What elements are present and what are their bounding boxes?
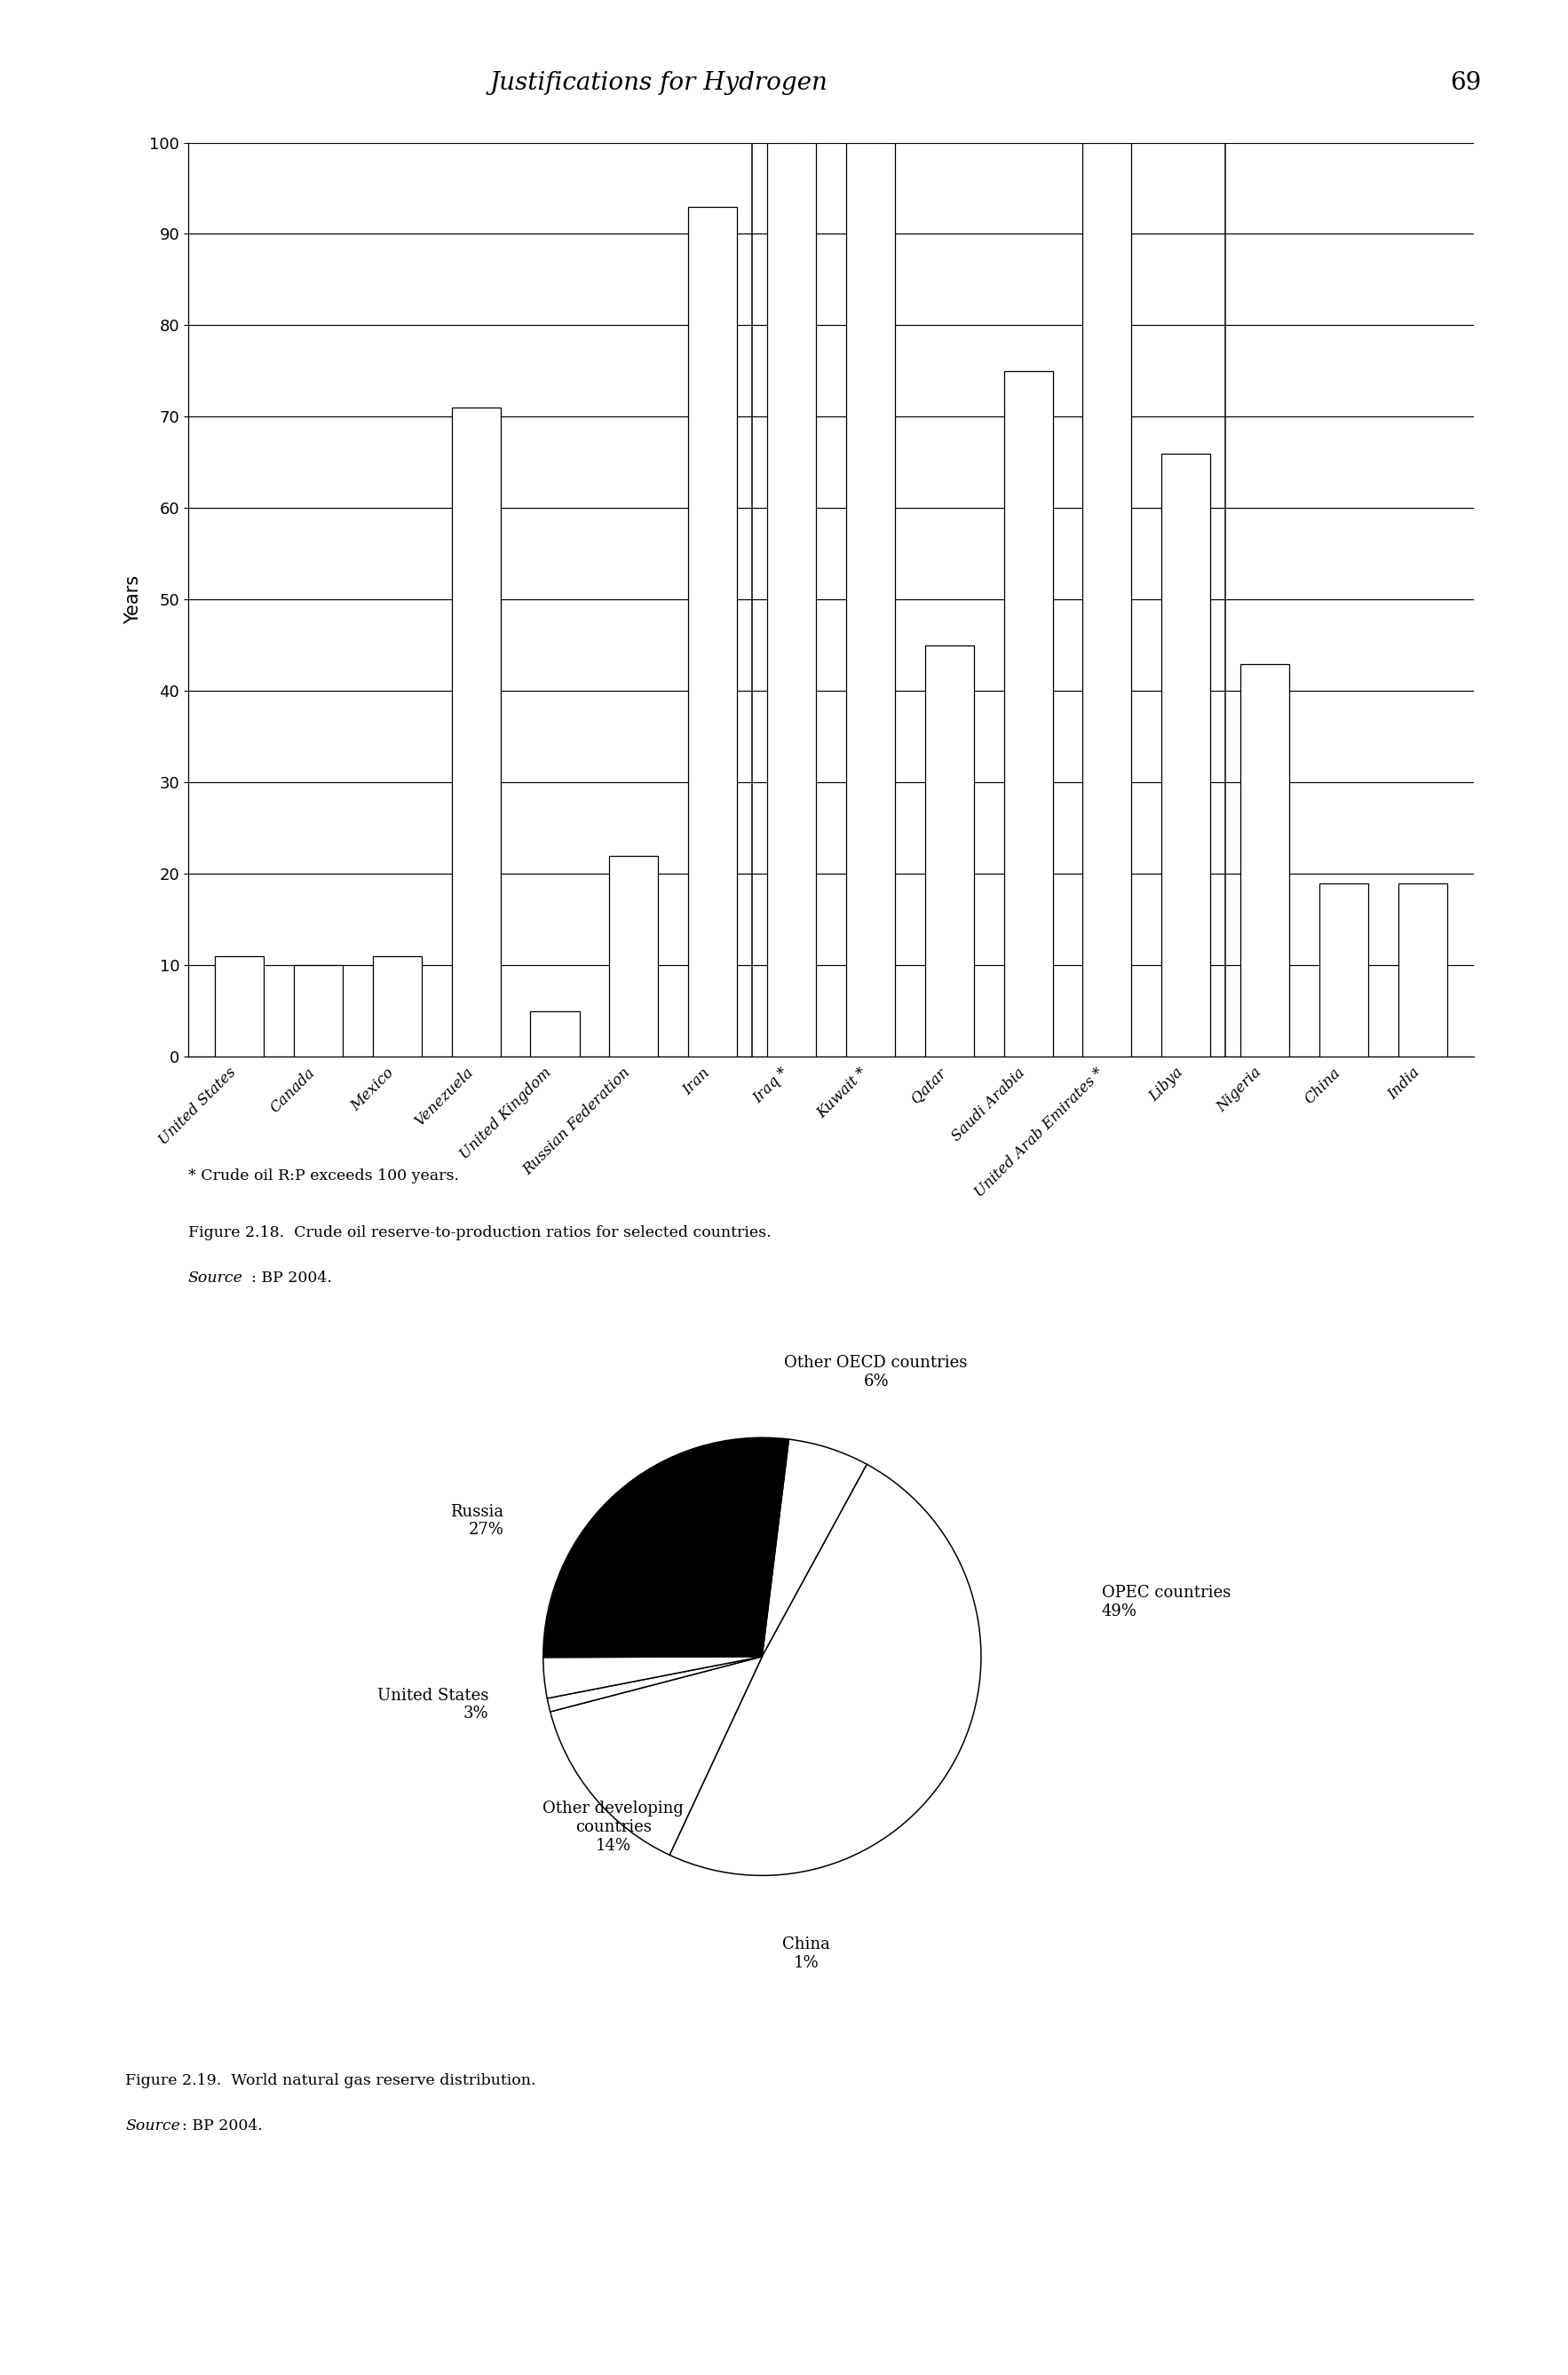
Text: * Crude oil R:P exceeds 100 years.: * Crude oil R:P exceeds 100 years.: [188, 1168, 459, 1183]
Text: : BP 2004.: : BP 2004.: [251, 1271, 331, 1285]
Y-axis label: Years: Years: [124, 575, 143, 625]
Wedge shape: [547, 1658, 762, 1712]
Bar: [925, 646, 974, 1057]
Bar: [688, 207, 737, 1057]
Bar: [1162, 454, 1210, 1057]
Text: 69: 69: [1450, 71, 1482, 95]
Text: : BP 2004.: : BP 2004.: [182, 2118, 262, 2133]
Bar: [847, 142, 895, 1057]
Bar: [610, 855, 659, 1057]
Text: Figure 2.18.  Crude oil reserve-to-production ratios for selected countries.: Figure 2.18. Crude oil reserve-to-produc…: [188, 1226, 771, 1240]
Text: Figure 2.19.  World natural gas reserve distribution.: Figure 2.19. World natural gas reserve d…: [125, 2073, 536, 2088]
Wedge shape: [550, 1658, 762, 1855]
Text: China
1%: China 1%: [782, 1938, 829, 1971]
Bar: [767, 142, 815, 1057]
Text: Justifications for Hydrogen: Justifications for Hydrogen: [489, 71, 828, 95]
Text: Source: Source: [188, 1271, 243, 1285]
Bar: [530, 1012, 580, 1057]
Bar: [1082, 142, 1132, 1057]
Bar: [293, 964, 343, 1057]
Bar: [215, 957, 263, 1057]
Bar: [1399, 884, 1447, 1057]
Bar: [1319, 884, 1369, 1057]
Text: Other OECD countries
6%: Other OECD countries 6%: [784, 1356, 967, 1389]
Text: United States
3%: United States 3%: [376, 1689, 488, 1722]
Text: OPEC countries
49%: OPEC countries 49%: [1101, 1584, 1231, 1620]
Wedge shape: [762, 1439, 867, 1658]
Bar: [452, 408, 500, 1057]
Text: Russia
27%: Russia 27%: [450, 1503, 503, 1539]
Bar: [1240, 663, 1289, 1057]
Wedge shape: [670, 1465, 982, 1876]
Wedge shape: [543, 1437, 789, 1658]
Bar: [373, 957, 422, 1057]
Text: Other developing
countries
14%: Other developing countries 14%: [543, 1800, 684, 1855]
Wedge shape: [543, 1658, 762, 1698]
Text: Source: Source: [125, 2118, 180, 2133]
Bar: [1004, 370, 1052, 1057]
